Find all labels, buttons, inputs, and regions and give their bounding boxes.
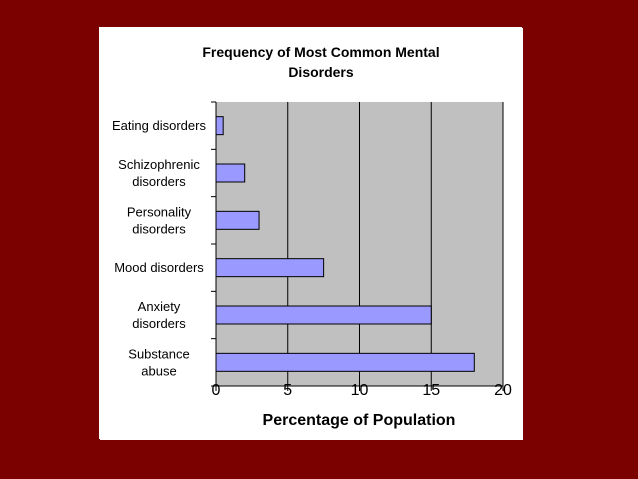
x-tick-label: 20 [494, 382, 512, 399]
x-tick-label: 5 [283, 382, 292, 399]
bar [215, 210, 260, 230]
bar [215, 163, 246, 183]
category-label: disorders [132, 174, 186, 189]
axes [211, 101, 504, 391]
x-tick-label: 15 [422, 382, 440, 399]
x-tick-labels: 0 5 10 15 20 [212, 382, 512, 399]
category-label: Personality [127, 204, 192, 219]
bar [215, 258, 325, 278]
category-labels: Eating disorders Schizophrenic disorders Pe… [112, 118, 206, 378]
chart-panel: Frequency of Most Common Mental Disorders… [99, 27, 522, 439]
gridlines [287, 102, 504, 386]
category-label: Schizophrenic [118, 157, 200, 172]
category-label: disorders [132, 316, 186, 331]
bar [215, 352, 475, 372]
category-label: Mood disorders [114, 260, 204, 275]
x-tick-label: 10 [351, 382, 369, 399]
chart-title-line: Disorders [288, 64, 354, 80]
category-label: abuse [141, 363, 176, 378]
bar [215, 116, 224, 136]
chart-title-line: Frequency of Most Common Mental [202, 44, 439, 60]
category-label: Anxiety [138, 299, 181, 314]
x-tick-label: 0 [212, 382, 221, 399]
bar [215, 305, 432, 325]
chart: Frequency of Most Common Mental Disorders… [112, 44, 512, 429]
chart-title: Frequency of Most Common Mental Disorders [202, 44, 439, 80]
category-label: Eating disorders [112, 118, 206, 133]
bars [215, 116, 475, 372]
category-label: Substance [128, 346, 189, 361]
x-axis-label: Percentage of Population [263, 412, 456, 429]
category-label: disorders [132, 221, 186, 236]
